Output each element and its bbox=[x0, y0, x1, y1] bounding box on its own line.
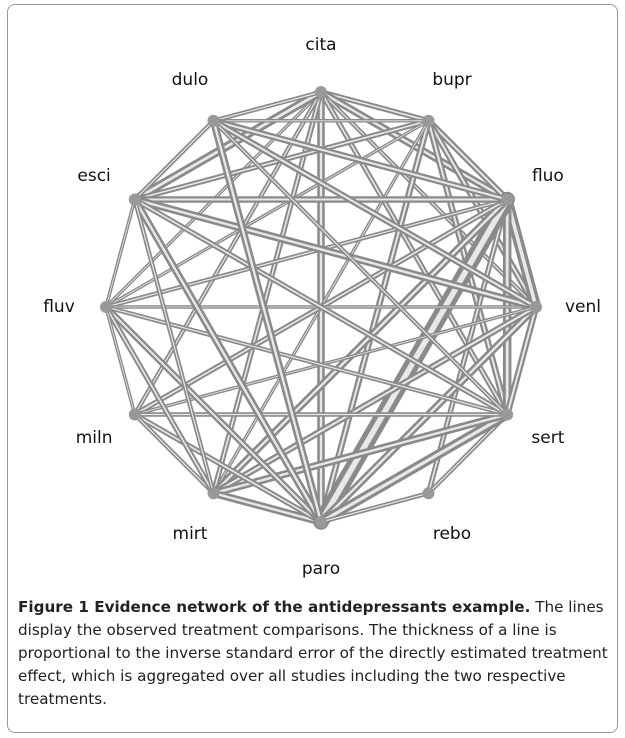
edge-highlight bbox=[427, 119, 509, 201]
node bbox=[315, 86, 327, 98]
node bbox=[207, 114, 220, 127]
edge-highlight bbox=[212, 119, 537, 308]
node-label: fluo bbox=[532, 166, 564, 186]
edge-highlight bbox=[320, 119, 430, 523]
edge-highlight bbox=[133, 198, 538, 309]
node bbox=[315, 516, 327, 528]
node-label: esci bbox=[77, 166, 110, 186]
node-label: mirt bbox=[173, 524, 208, 544]
edge-highlight bbox=[212, 413, 509, 495]
node bbox=[530, 301, 542, 313]
edge-highlight bbox=[133, 198, 323, 524]
node-label: cita bbox=[305, 35, 336, 55]
node-label: venl bbox=[565, 297, 601, 317]
edge-highlight bbox=[105, 306, 215, 494]
node bbox=[422, 114, 435, 127]
node bbox=[501, 193, 514, 206]
node bbox=[207, 487, 220, 500]
node-label: paro bbox=[302, 559, 340, 579]
node-label: bupr bbox=[432, 70, 471, 90]
edge-highlight bbox=[212, 491, 323, 524]
edge-highlight bbox=[105, 199, 136, 308]
edge-highlight bbox=[105, 306, 136, 415]
edge-highlight bbox=[320, 492, 430, 523]
edge-highlight bbox=[134, 413, 215, 494]
edge-highlight bbox=[134, 198, 215, 494]
figure-frame bbox=[7, 4, 618, 733]
node bbox=[422, 487, 435, 500]
edge-highlight bbox=[320, 91, 430, 122]
edge-highlight bbox=[133, 90, 323, 201]
edge-highlight bbox=[134, 120, 215, 201]
caption-label: Figure 1 Evidence network of the antidep… bbox=[18, 598, 531, 616]
edge-highlight bbox=[212, 306, 537, 495]
edge-highlight bbox=[134, 413, 322, 523]
edge-highlight bbox=[506, 306, 537, 416]
caption: Figure 1 Evidence network of the antidep… bbox=[18, 596, 614, 711]
edge-highlight bbox=[212, 91, 322, 122]
edge-highlight bbox=[105, 306, 322, 523]
node bbox=[128, 408, 141, 421]
node-label: miln bbox=[76, 428, 113, 448]
edge-highlight bbox=[105, 198, 508, 308]
edge-highlight bbox=[212, 119, 509, 201]
node-label: fluv bbox=[43, 297, 75, 317]
edge-highlight bbox=[134, 198, 508, 416]
edge-highlight bbox=[134, 306, 537, 415]
node bbox=[100, 301, 112, 313]
caption-text: The lines display the observed treatment… bbox=[18, 598, 608, 708]
network: cita bupr fluo venl sert rebo paro mirt miln fluv… bbox=[43, 35, 601, 579]
edge-highlight bbox=[427, 413, 508, 494]
edge-highlight bbox=[505, 197, 538, 309]
edge-highlight bbox=[212, 198, 509, 495]
node-label: dulo bbox=[172, 70, 209, 90]
node-label: rebo bbox=[433, 524, 471, 544]
edge-highlight bbox=[212, 119, 323, 524]
edge-highlight bbox=[105, 306, 508, 416]
edge-highlight bbox=[319, 412, 509, 524]
node-label: sert bbox=[531, 428, 564, 448]
edge-highlight bbox=[212, 120, 508, 416]
node bbox=[128, 193, 141, 206]
edge-highlight bbox=[105, 120, 429, 308]
node bbox=[501, 408, 514, 421]
edge-highlight bbox=[212, 91, 322, 494]
